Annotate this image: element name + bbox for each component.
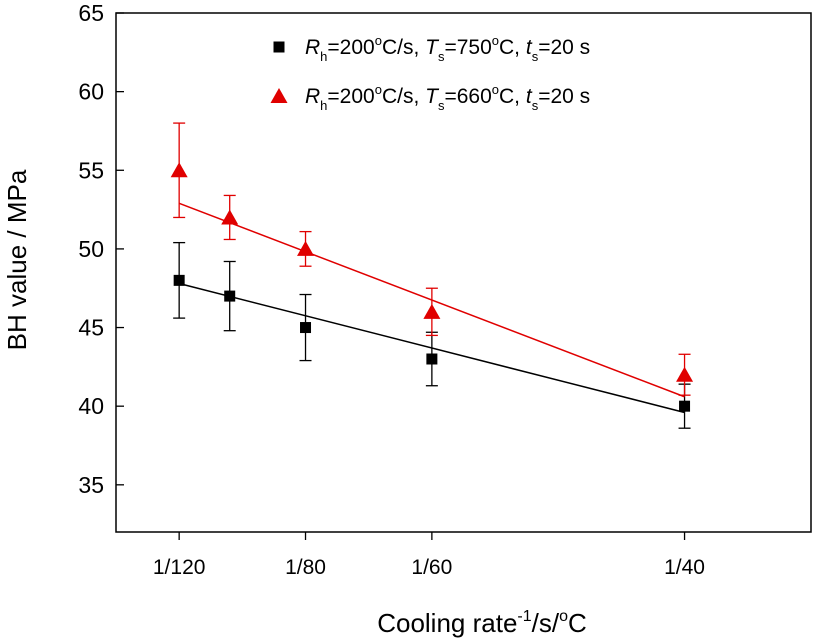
legend-triangle-marker: [270, 88, 288, 103]
legend-marker-triangle: [270, 88, 288, 103]
x-tick-label: 1/120: [153, 556, 206, 579]
legend-marker-square: [273, 41, 285, 53]
data-point: [221, 209, 239, 225]
x-tick-label: 1/40: [664, 556, 705, 579]
data-point: [173, 274, 185, 286]
axes: 35 40 45 50 55 60 65 1/120 1/80 1/60 1/40: [78, 0, 812, 579]
y-tick-label: 40: [78, 393, 104, 419]
data-point: [300, 322, 312, 334]
legend-label-series-1: Rh=200oC/s, Ts=750oC, ts=20 s: [305, 33, 590, 64]
plot-area: [170, 122, 694, 429]
legend: Rh=200oC/s, Ts=750oC, ts=20 s Rh=200oC/s…: [270, 33, 590, 113]
plot-frame: [115, 12, 812, 533]
data-point: [679, 400, 691, 412]
data-point: [676, 366, 694, 382]
y-tick-label: 65: [78, 0, 104, 26]
x-tick-label: 1/80: [285, 556, 326, 579]
y-tick-label: 50: [78, 236, 104, 262]
y-tick-label: 60: [78, 79, 104, 105]
series-2: [170, 122, 694, 398]
legend-square-marker: [273, 41, 285, 53]
data-point: [426, 353, 438, 365]
data-point: [423, 303, 441, 319]
y-axis-title: BH value / MPa: [2, 169, 32, 350]
y-tick-label: 35: [78, 472, 104, 498]
x-axis-title: Cooling rate-1/s/oC: [377, 608, 587, 638]
legend-label-series-2: Rh=200oC/s, Ts=660oC, ts=20 s: [305, 82, 590, 113]
y-tick-label: 45: [78, 315, 104, 341]
data-point: [170, 162, 188, 178]
x-tick-label: 1/60: [411, 556, 452, 579]
data-point: [224, 290, 236, 302]
y-tick-label: 55: [78, 157, 104, 183]
data-point: [297, 240, 315, 256]
